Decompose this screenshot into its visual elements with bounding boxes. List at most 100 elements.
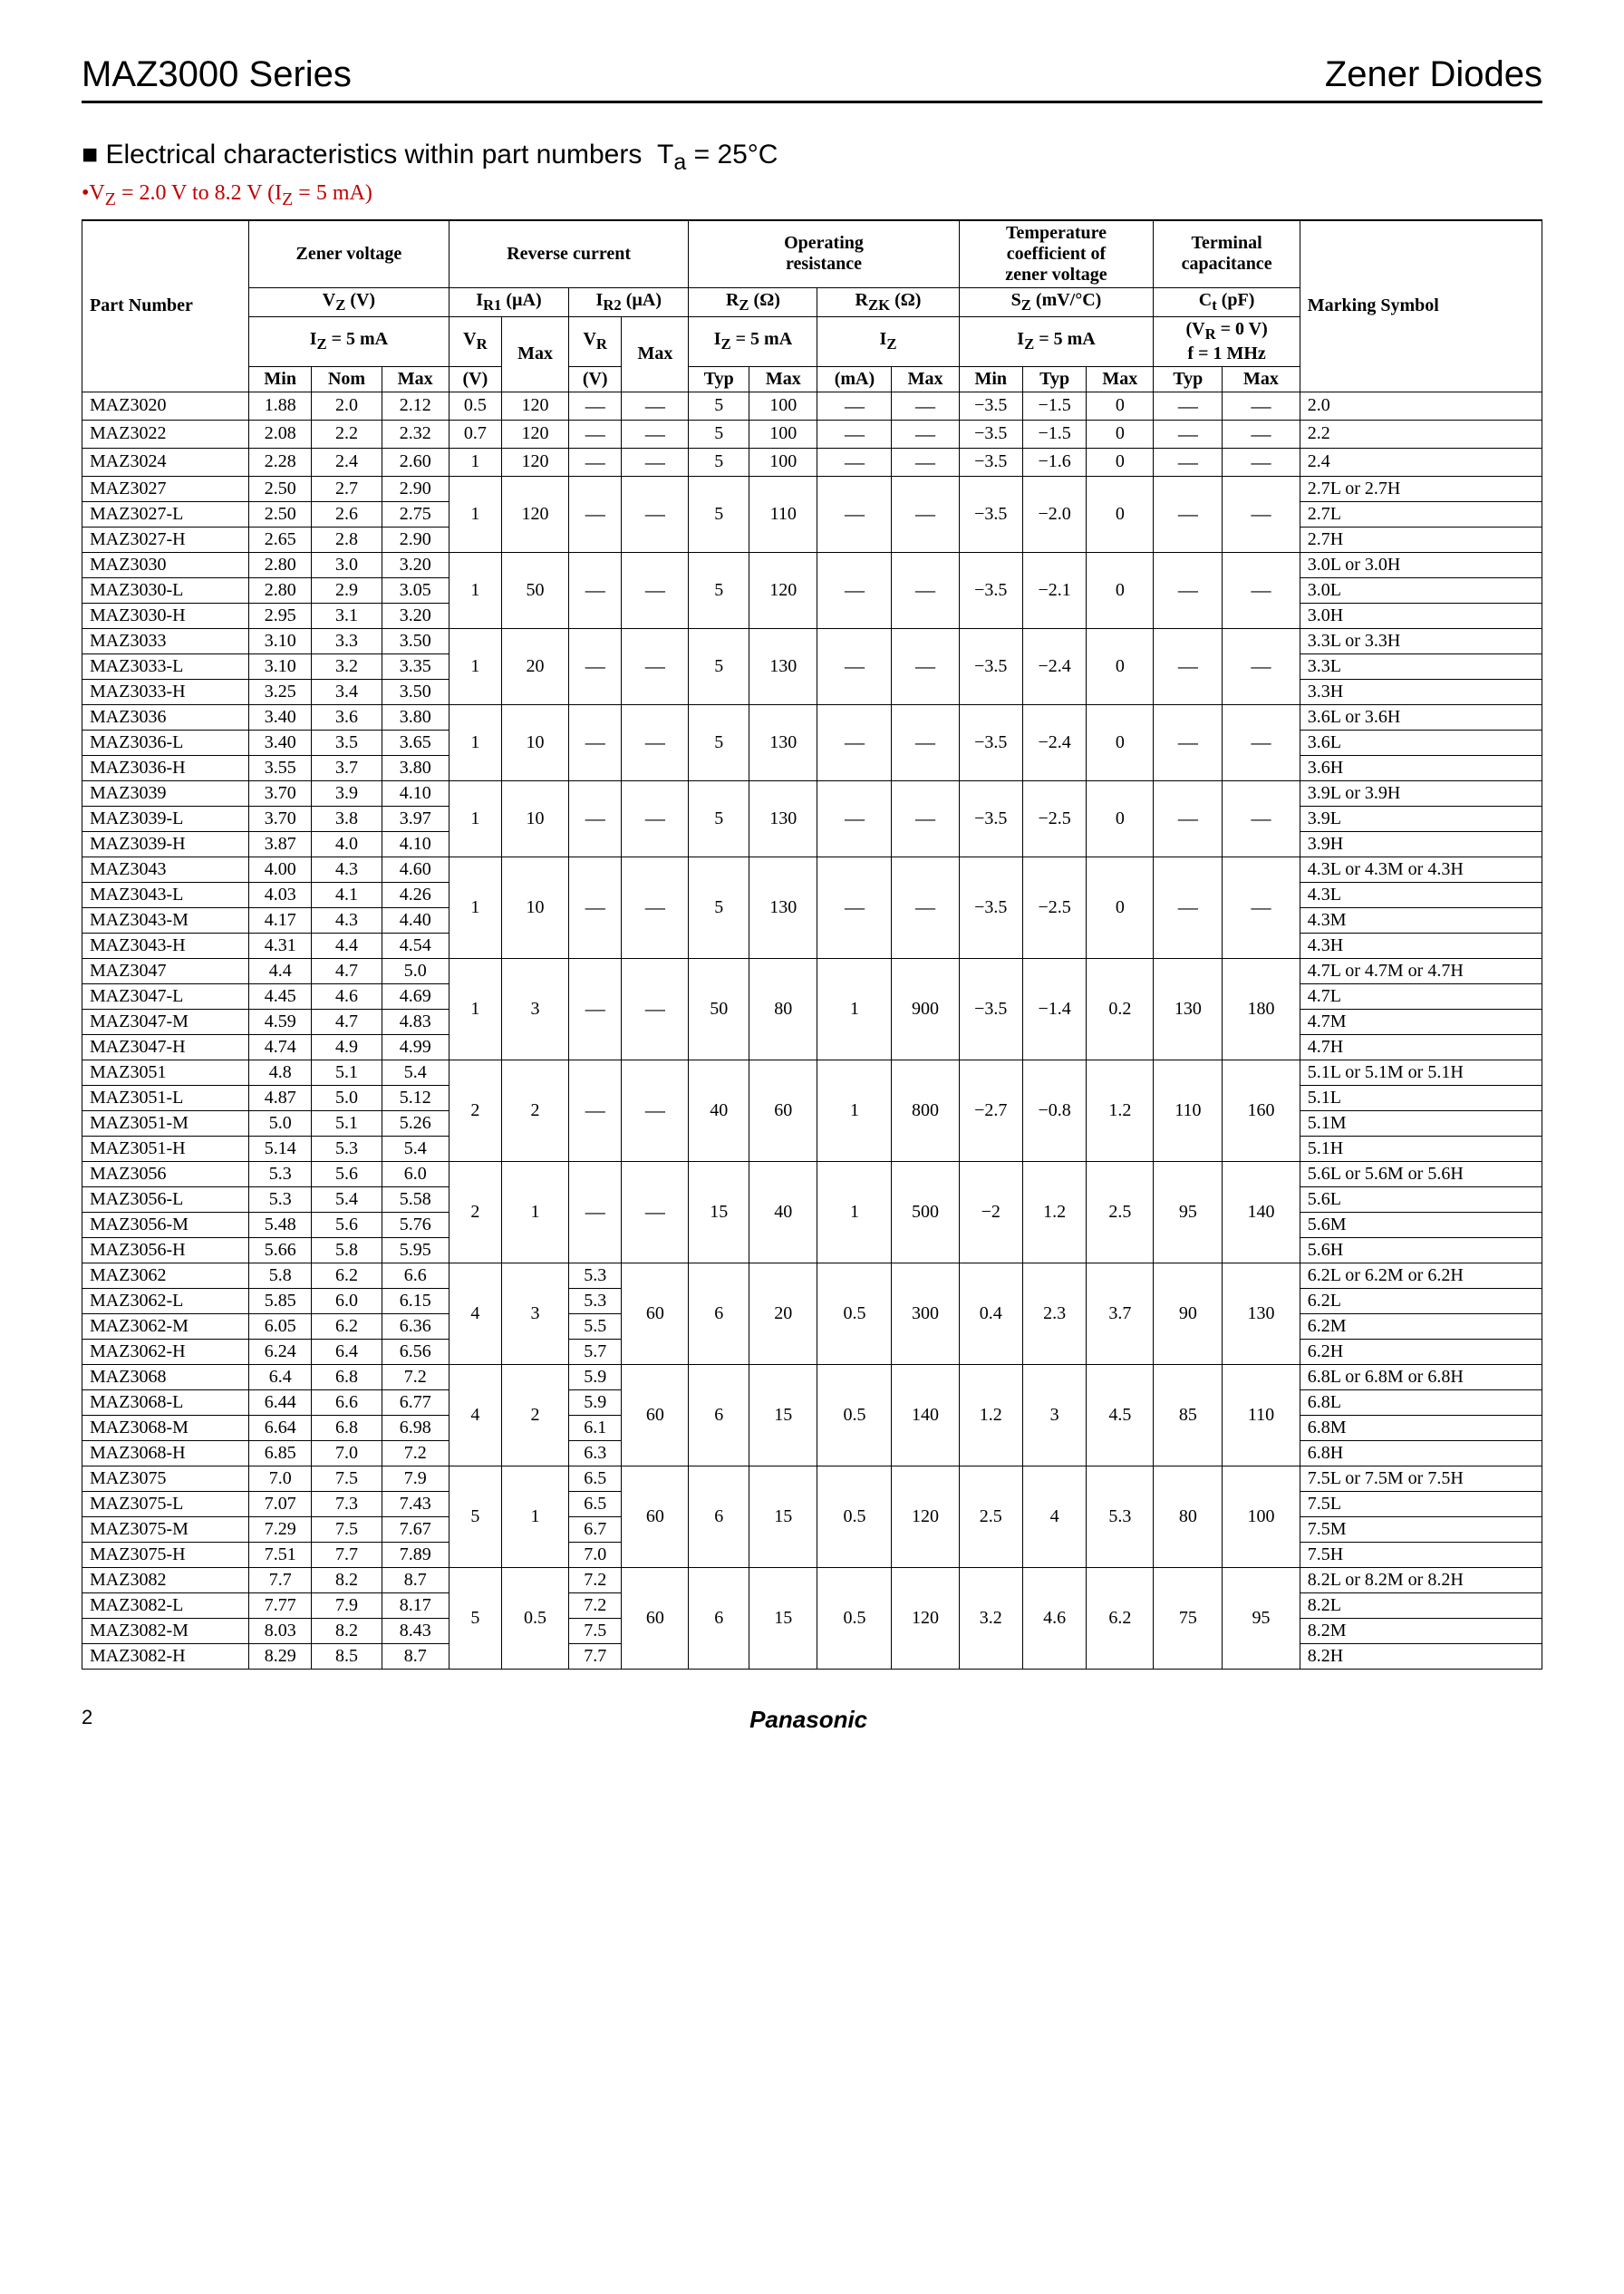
cell-part: MAZ3056-L bbox=[82, 1186, 249, 1212]
cell-mark: 3.9H bbox=[1300, 831, 1542, 857]
table-row: MAZ30363.403.63.80110——5130——−3.5−2.40——… bbox=[82, 704, 1542, 730]
cell-mark: 8.2H bbox=[1300, 1643, 1542, 1669]
cell-part: MAZ3051-H bbox=[82, 1136, 249, 1161]
cell-part: MAZ3036-H bbox=[82, 755, 249, 780]
cell-part: MAZ3027-H bbox=[82, 527, 249, 552]
cell-mark: 7.5L bbox=[1300, 1491, 1542, 1516]
cell-part: MAZ3027-L bbox=[82, 501, 249, 527]
cell-mark: 4.3M bbox=[1300, 907, 1542, 933]
cell-part: MAZ3036-L bbox=[82, 730, 249, 755]
page-header: MAZ3000 Series Zener Diodes bbox=[82, 54, 1542, 103]
brand-name: Panasonic bbox=[749, 1706, 867, 1734]
page-footer: 2 Panasonic bbox=[82, 1706, 1542, 1734]
cell-mark: 6.8M bbox=[1300, 1415, 1542, 1440]
table-row: MAZ30434.004.34.60110——5130——−3.5−2.50——… bbox=[82, 857, 1542, 882]
cell-part: MAZ3056 bbox=[82, 1161, 249, 1186]
cell-mark: 4.7H bbox=[1300, 1034, 1542, 1060]
table-row: MAZ30272.502.72.901120——5110——−3.5−2.00—… bbox=[82, 476, 1542, 501]
col-opres: Operatingresistance bbox=[689, 220, 959, 288]
cell-mark: 2.7H bbox=[1300, 527, 1542, 552]
cell-part: MAZ3068-H bbox=[82, 1440, 249, 1466]
condition-line: •VZ = 2.0 V to 8.2 V (IZ = 5 mA) bbox=[82, 181, 1542, 210]
cell-part: MAZ3051-M bbox=[82, 1110, 249, 1136]
cell-mark: 2.2 bbox=[1300, 420, 1542, 448]
cell-mark: 2.4 bbox=[1300, 448, 1542, 476]
cell-mark: 7.5H bbox=[1300, 1542, 1542, 1567]
cell-part: MAZ3062 bbox=[82, 1263, 249, 1288]
cell-part: MAZ3030-H bbox=[82, 603, 249, 628]
col-tcoef: Temperaturecoefficient ofzener voltage bbox=[959, 220, 1154, 288]
cell-mark: 3.0L bbox=[1300, 577, 1542, 603]
table-row: MAZ30514.85.15.422——40601800−2.7−0.81.21… bbox=[82, 1060, 1542, 1085]
cell-mark: 5.1L or 5.1M or 5.1H bbox=[1300, 1060, 1542, 1085]
cell-mark: 6.2L bbox=[1300, 1288, 1542, 1313]
cell-mark: 3.6L bbox=[1300, 730, 1542, 755]
cell-part: MAZ3075-L bbox=[82, 1491, 249, 1516]
col-zener: Zener voltage bbox=[249, 220, 450, 288]
cell-mark: 6.8H bbox=[1300, 1440, 1542, 1466]
cell-mark: 4.7L bbox=[1300, 983, 1542, 1009]
cell-mark: 5.1H bbox=[1300, 1136, 1542, 1161]
cell-part: MAZ3039-H bbox=[82, 831, 249, 857]
cell-part: MAZ3047 bbox=[82, 958, 249, 983]
cell-mark: 4.7M bbox=[1300, 1009, 1542, 1034]
table-row: MAZ30302.803.03.20150——5120——−3.5−2.10——… bbox=[82, 552, 1542, 577]
cell-part: MAZ3075-M bbox=[82, 1516, 249, 1542]
cell-part: MAZ3082-L bbox=[82, 1592, 249, 1618]
section-title: Electrical characteristics within part n… bbox=[82, 140, 1542, 176]
table-row: MAZ30625.86.26.6435.3606200.53000.42.33.… bbox=[82, 1263, 1542, 1288]
cell-part: MAZ3043-L bbox=[82, 882, 249, 907]
cell-mark: 3.3H bbox=[1300, 679, 1542, 704]
table-row: MAZ30333.103.33.50120——5130——−3.5−2.40——… bbox=[82, 628, 1542, 653]
cell-mark: 8.2M bbox=[1300, 1618, 1542, 1643]
table-row: MAZ30565.35.66.021——15401500−21.22.59514… bbox=[82, 1161, 1542, 1186]
cell-part: MAZ3020 bbox=[82, 392, 249, 420]
cell-mark: 3.6H bbox=[1300, 755, 1542, 780]
cell-part: MAZ3036 bbox=[82, 704, 249, 730]
cell-mark: 6.8L bbox=[1300, 1389, 1542, 1415]
cell-mark: 3.9L bbox=[1300, 806, 1542, 831]
cell-mark: 3.0H bbox=[1300, 603, 1542, 628]
cell-part: MAZ3051-L bbox=[82, 1085, 249, 1110]
cell-part: MAZ3039 bbox=[82, 780, 249, 806]
cell-part: MAZ3068 bbox=[82, 1364, 249, 1389]
cell-mark: 5.6L bbox=[1300, 1186, 1542, 1212]
spec-table: Part Number Zener voltage Reverse curren… bbox=[82, 219, 1542, 1670]
cell-mark: 7.5L or 7.5M or 7.5H bbox=[1300, 1466, 1542, 1491]
cell-part: MAZ3056-H bbox=[82, 1237, 249, 1263]
cell-mark: 6.2M bbox=[1300, 1313, 1542, 1339]
cell-part: MAZ3082-H bbox=[82, 1643, 249, 1669]
cell-part: MAZ3043-M bbox=[82, 907, 249, 933]
cell-part: MAZ3043 bbox=[82, 857, 249, 882]
cell-mark: 4.3L bbox=[1300, 882, 1542, 907]
table-row: MAZ30393.703.94.10110——5130——−3.5−2.50——… bbox=[82, 780, 1542, 806]
cell-mark: 6.2L or 6.2M or 6.2H bbox=[1300, 1263, 1542, 1288]
cell-mark: 2.7L or 2.7H bbox=[1300, 476, 1542, 501]
page-number: 2 bbox=[82, 1706, 92, 1734]
cell-mark: 3.3L or 3.3H bbox=[1300, 628, 1542, 653]
cell-mark: 5.6L or 5.6M or 5.6H bbox=[1300, 1161, 1542, 1186]
table-row: MAZ30757.07.57.9516.5606150.51202.545.38… bbox=[82, 1466, 1542, 1491]
cell-mark: 2.7L bbox=[1300, 501, 1542, 527]
cell-part: MAZ3056-M bbox=[82, 1212, 249, 1237]
cell-mark: 4.7L or 4.7M or 4.7H bbox=[1300, 958, 1542, 983]
cell-part: MAZ3075-H bbox=[82, 1542, 249, 1567]
cell-part: MAZ3039-L bbox=[82, 806, 249, 831]
category-title: Zener Diodes bbox=[1325, 54, 1542, 95]
col-tcap: Terminalcapacitance bbox=[1154, 220, 1300, 288]
cell-part: MAZ3068-L bbox=[82, 1389, 249, 1415]
cell-mark: 7.5M bbox=[1300, 1516, 1542, 1542]
cell-part: MAZ3033-H bbox=[82, 679, 249, 704]
cell-mark: 5.1M bbox=[1300, 1110, 1542, 1136]
cell-mark: 2.0 bbox=[1300, 392, 1542, 420]
col-reverse: Reverse current bbox=[449, 220, 689, 288]
cell-part: MAZ3082-M bbox=[82, 1618, 249, 1643]
table-row: MAZ30474.44.75.013——50801900−3.5−1.40.21… bbox=[82, 958, 1542, 983]
cell-part: MAZ3027 bbox=[82, 476, 249, 501]
table-row: MAZ30242.282.42.601120——5100——−3.5−1.60—… bbox=[82, 448, 1542, 476]
cell-mark: 6.2H bbox=[1300, 1339, 1542, 1364]
col-mark: Marking Symbol bbox=[1300, 220, 1542, 392]
cell-mark: 3.3L bbox=[1300, 653, 1542, 679]
table-row: MAZ30686.46.87.2425.9606150.51401.234.58… bbox=[82, 1364, 1542, 1389]
cell-mark: 5.1L bbox=[1300, 1085, 1542, 1110]
